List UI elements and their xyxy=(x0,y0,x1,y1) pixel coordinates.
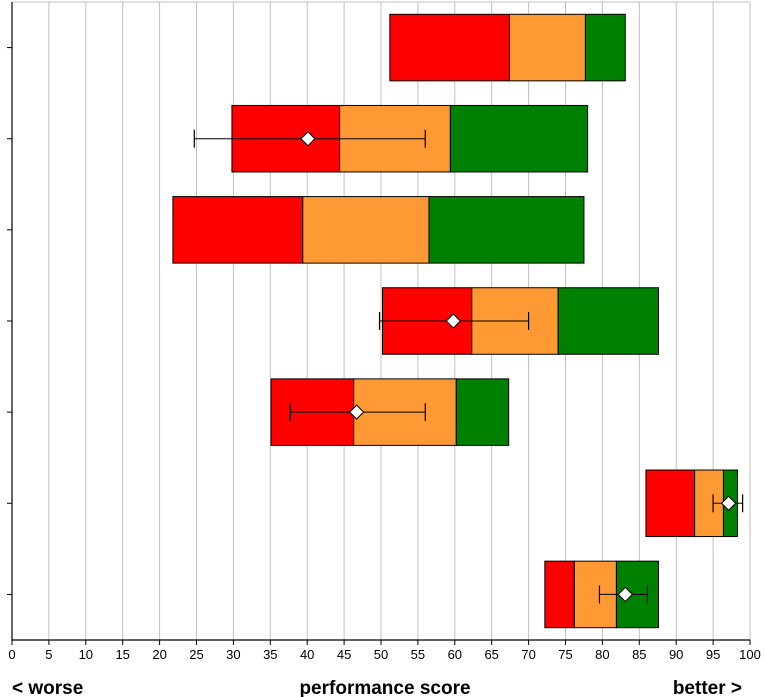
band-high-2 xyxy=(449,104,589,173)
x-tick-label-80: 80 xyxy=(595,647,609,662)
x-tick-label-0: 0 xyxy=(8,647,15,662)
row-2 xyxy=(193,104,589,173)
band-high-1 xyxy=(584,13,626,82)
row-7 xyxy=(544,560,659,629)
marker-7 xyxy=(617,586,633,603)
band-low-1 xyxy=(389,13,510,82)
x-tick-label-15: 15 xyxy=(115,647,129,662)
x-tick-label-85: 85 xyxy=(632,647,646,662)
x-tick-label-75: 75 xyxy=(558,647,572,662)
band-low-3 xyxy=(172,196,304,264)
marker-5 xyxy=(348,404,365,420)
marker-2 xyxy=(300,131,316,147)
x-tick-label-95: 95 xyxy=(706,647,720,662)
x-tick-label-60: 60 xyxy=(448,647,462,662)
band-high-4 xyxy=(557,287,659,355)
x-tick-label-10: 10 xyxy=(79,647,93,662)
rows xyxy=(172,13,744,629)
band-mid-3 xyxy=(302,196,430,264)
axes xyxy=(7,1,751,645)
x-tick-label-90: 90 xyxy=(669,647,683,662)
band-low-6 xyxy=(645,469,696,538)
x-tick-label-20: 20 xyxy=(152,647,166,662)
tick-labels: 0 5 10 15 20 25 30 35 40 45 50 55 60 65 70 75 80 85 90 95 10… xyxy=(8,647,760,662)
marker-4 xyxy=(445,313,462,329)
x-tick-label-40: 40 xyxy=(300,647,314,662)
worse-label: < worse xyxy=(12,678,83,697)
row-6 xyxy=(645,469,744,538)
x-tick-label-55: 55 xyxy=(411,647,425,662)
x-tick-label-100: 100 xyxy=(739,647,761,662)
row-3 xyxy=(172,196,585,264)
band-mid-1 xyxy=(508,13,586,82)
x-tick-label-35: 35 xyxy=(263,647,277,662)
x-tick-label-25: 25 xyxy=(189,647,203,662)
x-tick-label-65: 65 xyxy=(484,647,498,662)
x-axis-label: performance score xyxy=(299,678,470,697)
band-high-3 xyxy=(428,196,585,264)
marker-6 xyxy=(720,495,737,511)
band-low-7 xyxy=(544,560,575,629)
x-tick-label-5: 5 xyxy=(45,647,52,662)
x-tick-label-30: 30 xyxy=(226,647,240,662)
x-tick-label-70: 70 xyxy=(521,647,535,662)
row-4 xyxy=(378,287,659,355)
band-high-5 xyxy=(455,378,510,446)
row-1 xyxy=(389,13,626,82)
row-5 xyxy=(270,378,510,446)
x-tick-label-50: 50 xyxy=(374,647,388,662)
x-tick-label-45: 45 xyxy=(337,647,351,662)
better-label: better > xyxy=(673,678,742,697)
